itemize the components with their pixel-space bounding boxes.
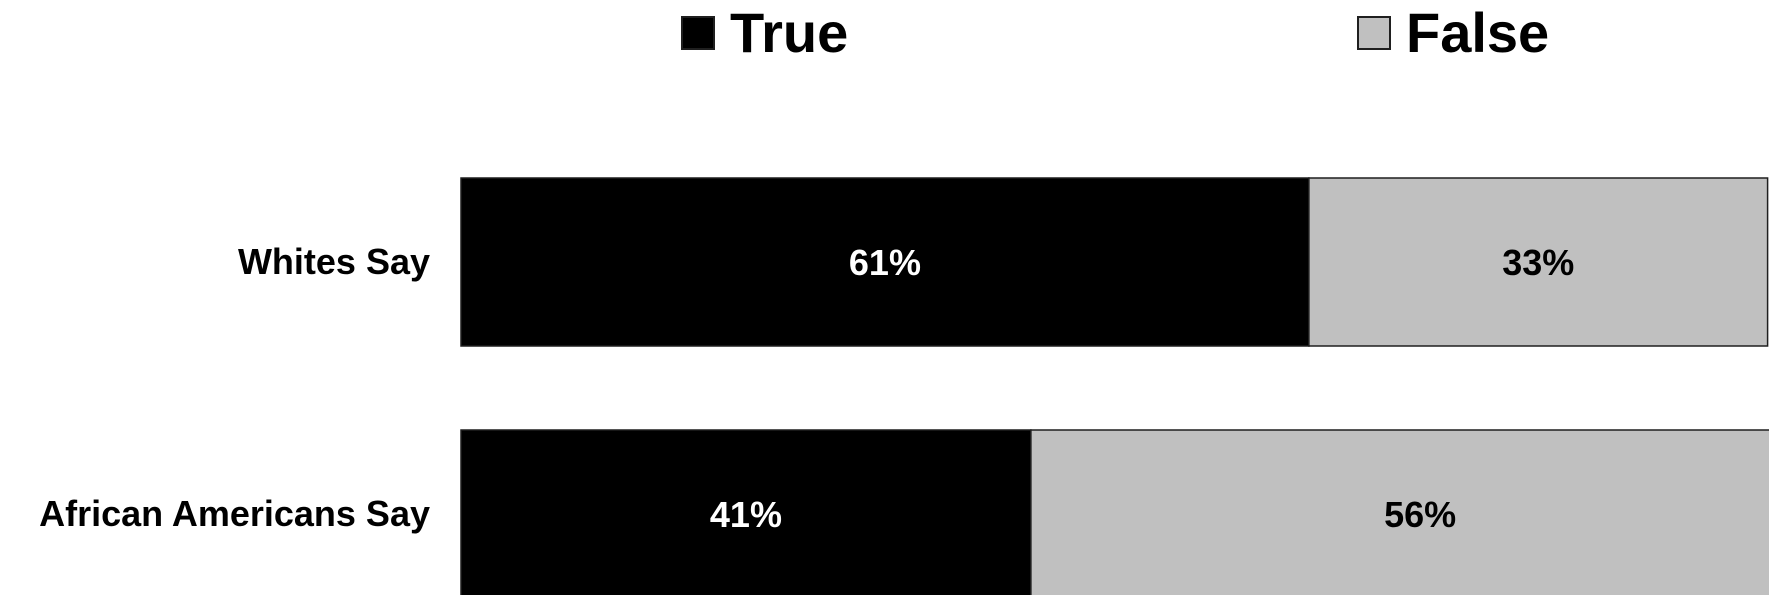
legend-label-false: False: [1406, 1, 1549, 64]
category-label-african-americans-say: African Americans Say: [39, 493, 430, 534]
data-label-whites-say-true: 61%: [849, 242, 921, 283]
bar-whites-say-true: [460, 177, 1310, 347]
chart-legend: True False: [681, 1, 1549, 64]
bar-african-americans-say-true: [460, 429, 1032, 595]
bar-segments: [460, 177, 1769, 595]
category-axis-labels: Whites Say African Americans Say: [39, 241, 430, 534]
legend-label-true: True: [730, 1, 848, 64]
legend-swatch-true: [681, 16, 715, 50]
legend-swatch-false: [1357, 16, 1391, 50]
bar-whites-say-false: [1308, 177, 1769, 347]
data-label-african-americans-say-true: 41%: [710, 494, 782, 535]
category-label-whites-say: Whites Say: [238, 241, 430, 282]
data-labels: 61% 33% 41% 56%: [710, 242, 1574, 535]
data-label-whites-say-false: 33%: [1502, 242, 1574, 283]
data-label-african-americans-say-false: 56%: [1384, 494, 1456, 535]
bar-african-americans-say-false: [1030, 429, 1769, 595]
